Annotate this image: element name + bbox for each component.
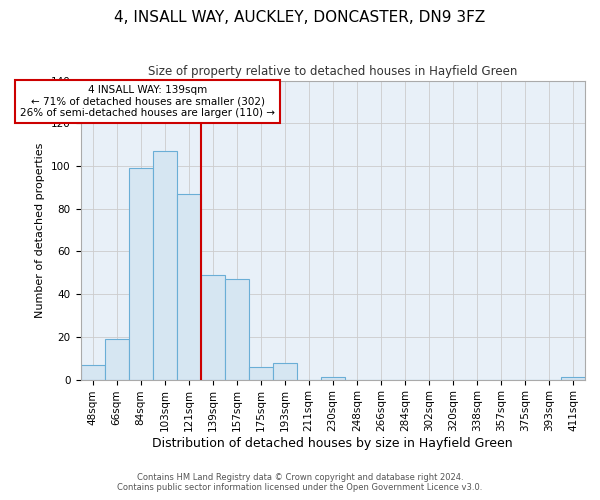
- Text: Contains HM Land Registry data © Crown copyright and database right 2024.
Contai: Contains HM Land Registry data © Crown c…: [118, 473, 482, 492]
- Bar: [200, 275, 224, 380]
- Bar: [104, 339, 128, 380]
- Text: 4 INSALL WAY: 139sqm
← 71% of detached houses are smaller (302)
26% of semi-deta: 4 INSALL WAY: 139sqm ← 71% of detached h…: [20, 85, 275, 118]
- Bar: [80, 364, 104, 380]
- Text: 4, INSALL WAY, AUCKLEY, DONCASTER, DN9 3FZ: 4, INSALL WAY, AUCKLEY, DONCASTER, DN9 3…: [115, 10, 485, 25]
- Y-axis label: Number of detached properties: Number of detached properties: [35, 142, 46, 318]
- Bar: [321, 378, 345, 380]
- Bar: [272, 362, 297, 380]
- X-axis label: Distribution of detached houses by size in Hayfield Green: Distribution of detached houses by size …: [152, 437, 513, 450]
- Bar: [248, 367, 272, 380]
- Bar: [128, 168, 152, 380]
- Bar: [152, 151, 176, 380]
- Bar: [561, 378, 585, 380]
- Bar: [176, 194, 200, 380]
- Bar: [224, 279, 248, 380]
- Title: Size of property relative to detached houses in Hayfield Green: Size of property relative to detached ho…: [148, 65, 517, 78]
